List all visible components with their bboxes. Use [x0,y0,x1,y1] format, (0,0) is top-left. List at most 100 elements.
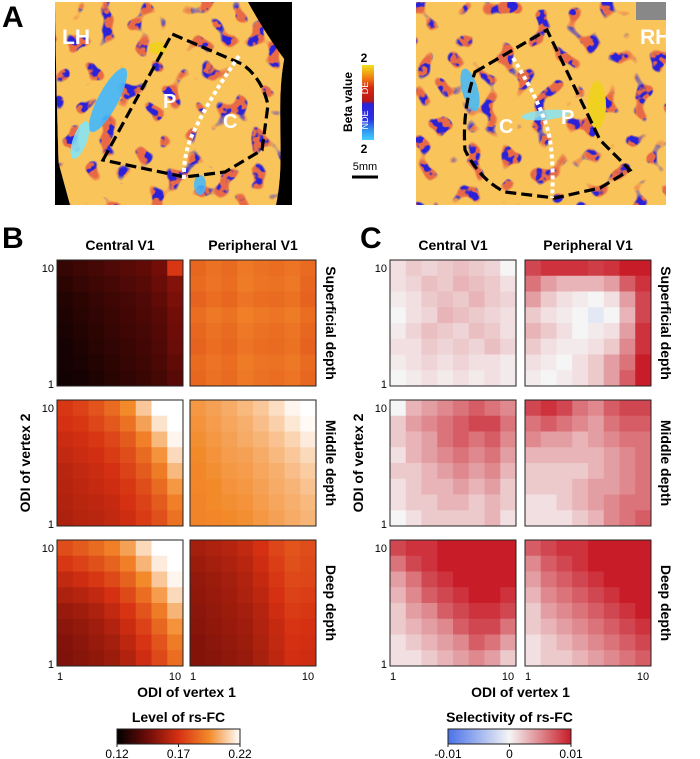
x-tick-label: 10 [169,671,181,683]
heatmap-cell [484,370,501,387]
heatmap-cell [453,540,470,557]
heatmap-cell [437,634,454,651]
heatmap-cell [190,478,207,495]
heatmap-cell [437,494,454,511]
heatmap-cell [421,634,438,651]
colorbar [116,728,241,745]
heatmap-cell [468,650,485,667]
heatmap-cell [135,354,152,371]
heatmap-cell [151,370,168,387]
heatmap-cell [104,431,121,448]
heatmap-cell [525,370,542,387]
heatmap-cell [572,650,589,667]
beta-legend-bottom-value: 2 [361,142,368,156]
heatmap-cell [57,400,74,417]
heatmap-frame [56,259,184,387]
heatmap-cell [390,323,407,340]
column-title: Peripheral V1 [543,237,633,253]
heatmap-cell [104,478,121,495]
heatmap-cell [468,463,485,480]
heatmap-cell [221,603,238,620]
heatmap-cell [540,400,557,417]
heatmap-cell [167,370,184,387]
heatmap-cell [88,260,105,277]
heatmap-cell [284,650,301,667]
heatmap-cell [205,587,222,604]
heatmap-cell [104,354,121,371]
heatmap-cell [268,587,285,604]
y-tick-label: 10 [42,543,54,555]
heatmap-cell [453,463,470,480]
heatmap-cell [635,650,652,667]
heatmap-cell [284,400,301,417]
heatmap-cell [603,291,620,308]
heatmap-cell [500,463,517,480]
heatmap-cell [120,260,137,277]
heatmap-cell [525,463,542,480]
heatmap-cell [284,354,301,371]
heatmap-cell [88,494,105,511]
heatmap-cell [300,400,317,417]
heatmap-cell [221,400,238,417]
heatmap-cell [253,540,270,557]
heatmap-cell [221,291,238,308]
heatmap-cell [484,354,501,371]
heatmap-cell [88,431,105,448]
heatmap-cell [151,447,168,464]
heatmap-cell [500,431,517,448]
heatmap-cell [237,650,254,667]
heatmap-cell [525,650,542,667]
heatmap-cell [237,634,254,651]
heatmap-cell [57,555,74,572]
heatmap-cell [57,540,74,557]
heatmap-cell [120,338,137,355]
heatmap-cell [205,400,222,417]
heatmap-cell [221,354,238,371]
heatmap-cell [72,400,89,417]
heatmap-cell [540,291,557,308]
heatmap-cell [405,603,422,620]
heatmap-cell [437,447,454,464]
heatmap-cell [468,323,485,340]
heatmap-cell [88,291,105,308]
heatmap-cell [421,260,438,277]
heatmap-cell [237,447,254,464]
heatmap-cell [253,307,270,324]
heatmap-cell [525,291,542,308]
heatmap-cell [588,323,605,340]
heatmap-cell [120,291,137,308]
heatmap-cell [453,618,470,635]
heatmap-cell [120,431,137,448]
heatmap-cell [167,400,184,417]
heatmap-cell [405,370,422,387]
heatmap-cell [72,494,89,511]
heatmap-cell [237,260,254,277]
heatmap-cell [619,510,636,527]
heatmap-cell [88,400,105,417]
heatmap-cell [284,478,301,495]
heatmap-cell [253,354,270,371]
heatmap-cell [120,478,137,495]
heatmap-cell [437,415,454,432]
heatmap-cell [167,618,184,635]
y-tick-label: 1 [48,379,54,391]
heatmap-cell [588,354,605,371]
heatmap-cell [572,634,589,651]
heatmap-cell [468,603,485,620]
heatmap-cell [619,291,636,308]
heatmap-frame [524,399,652,527]
heatmap-cell [135,494,152,511]
heatmap-cell [556,650,573,667]
heatmap-cell [57,447,74,464]
heatmap-cell [500,634,517,651]
heatmap-cell [556,618,573,635]
row-title: Superficial depth [658,266,674,380]
heatmap-cell [300,260,317,277]
heatmap-cell [390,400,407,417]
heatmap-cell [167,447,184,464]
heatmap-cell [300,587,317,604]
heatmap-cell [588,260,605,277]
heatmap-cell [635,447,652,464]
heatmap-cell [72,275,89,292]
heatmap-cell [104,510,121,527]
